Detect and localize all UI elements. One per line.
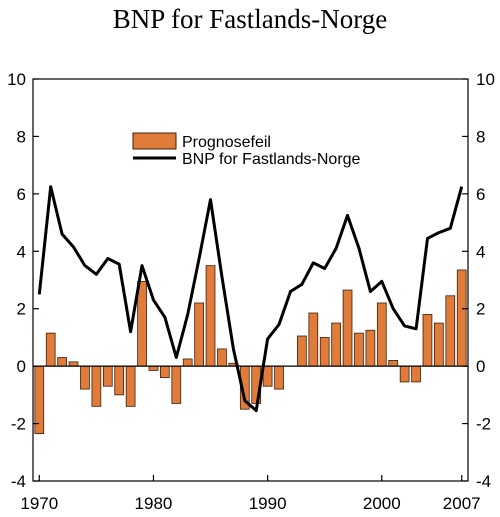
y-tick-label-left: 4 — [17, 242, 26, 261]
line-series — [37, 185, 464, 413]
legend: Prognosefeil BNP for Fastlands-Norge — [132, 132, 361, 168]
y-tick-label-left: 0 — [17, 357, 26, 376]
y-tick-label-left: -4 — [11, 472, 26, 491]
bar-1983 — [182, 358, 193, 367]
legend-label-bnp: BNP for Fastlands-Norge — [182, 151, 361, 168]
bar-1996 — [331, 322, 341, 367]
bar-1973 — [68, 361, 79, 367]
y-tick-label-right: 8 — [476, 127, 485, 146]
bar-1982 — [171, 365, 182, 404]
legend-label-prognosefeil: Prognosefeil — [182, 134, 271, 151]
bar-1977 — [114, 365, 125, 396]
bar-1975 — [91, 365, 102, 407]
legend-swatch-prognosefeil — [132, 132, 177, 150]
bar-1976 — [102, 365, 113, 387]
bar-2004 — [422, 314, 433, 367]
bar-1971 — [45, 332, 56, 367]
bar-2001 — [388, 359, 399, 367]
bar-1998 — [354, 332, 364, 367]
plot-frame — [32, 78, 469, 482]
bar-1991 — [274, 365, 284, 390]
bar-1978 — [125, 365, 136, 407]
x-tick-label: 1980 — [135, 494, 173, 513]
axis-ticks: 10 10 8 8 6 6 4 4 2 2 0 0 -2 -2 -4 -4 1970 1980 1990 2000 20… — [7, 70, 495, 513]
y-tick-label-left: -2 — [11, 415, 26, 434]
y-tick-label-left: 6 — [17, 185, 26, 204]
bnp-line — [37, 185, 464, 413]
y-tick-label-right: -4 — [476, 472, 491, 491]
bar-2000 — [376, 302, 387, 367]
y-tick-label-left: 10 — [7, 70, 26, 89]
bar-series — [34, 265, 467, 435]
bar-2007 — [456, 269, 467, 367]
chart-title: BNP for Fastlands-Norge — [113, 4, 387, 34]
bar-1993 — [297, 335, 307, 367]
y-tick-label-right: 2 — [476, 300, 485, 319]
x-tick-label: 1990 — [249, 494, 287, 513]
bar-1995 — [319, 337, 330, 367]
bar-1984 — [194, 302, 204, 367]
bar-1986 — [217, 348, 227, 367]
bar-2005 — [434, 322, 444, 367]
bar-1981 — [160, 365, 170, 379]
bar-2002 — [399, 365, 410, 383]
bar-1994 — [308, 312, 319, 367]
x-tick-label: 2007 — [443, 494, 481, 513]
x-tick-label: 1970 — [20, 494, 58, 513]
y-tick-label-right: 6 — [476, 185, 485, 204]
y-tick-label-right: -2 — [476, 415, 491, 434]
y-tick-label-right: 10 — [476, 70, 495, 89]
bar-1990 — [262, 365, 273, 387]
y-tick-label-right: 4 — [476, 242, 485, 261]
bar-1972 — [57, 357, 67, 367]
y-tick-label-left: 2 — [17, 300, 26, 319]
bar-2006 — [445, 295, 456, 367]
bar-1997 — [342, 289, 353, 367]
y-tick-label-left: 8 — [17, 127, 26, 146]
y-tick-label-right: 0 — [476, 357, 485, 376]
bar-1980 — [148, 365, 159, 371]
bar-1999 — [365, 329, 376, 367]
bar-1979 — [137, 281, 147, 367]
bar-1985 — [205, 265, 216, 367]
bar-1974 — [80, 365, 90, 390]
bar-2003 — [411, 365, 421, 383]
x-tick-label: 2000 — [363, 494, 401, 513]
